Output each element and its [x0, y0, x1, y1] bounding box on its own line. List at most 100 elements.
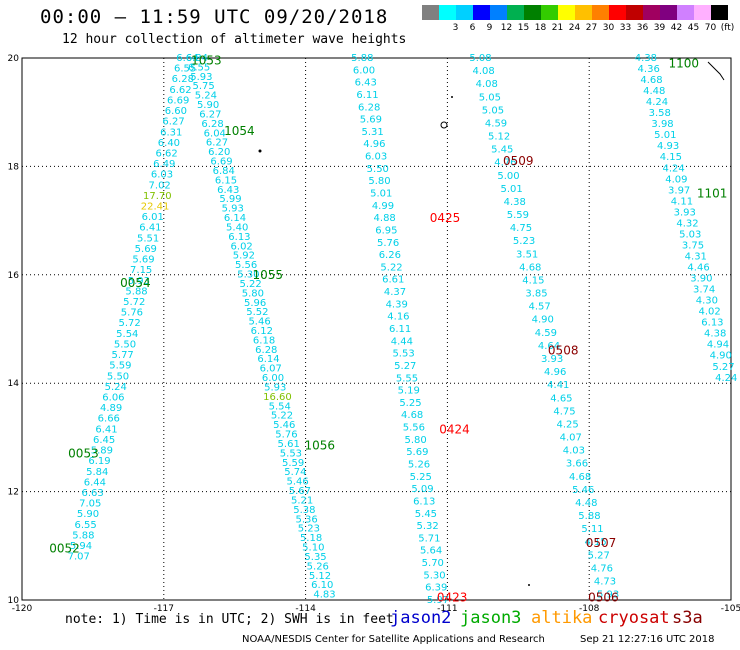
swh-value: 4.90: [532, 315, 554, 326]
swh-value: 6.28: [358, 102, 380, 113]
swh-value: 6.40: [158, 138, 180, 149]
swh-value: 5.45: [491, 145, 513, 156]
swh-value: 4.31: [685, 251, 707, 262]
swh-value: 6.31: [160, 127, 182, 138]
pass-label: 1056: [305, 439, 336, 453]
swh-value: 6.14: [224, 213, 246, 224]
wave-height-map: -120 -117 -114 -111 -108 -105 20 18 16 14 12 10 7.07…: [8, 53, 740, 612]
swh-value: 5.76: [121, 308, 143, 319]
swh-value: 4.64: [538, 341, 560, 352]
color-scale-label: 42: [670, 23, 683, 33]
swh-value: 5.25: [410, 472, 432, 483]
lon-tick-label: -108: [579, 604, 600, 612]
swh-value: 3.98: [651, 119, 673, 130]
swh-value: 22.41: [141, 202, 170, 213]
swh-value: 4.96: [363, 139, 385, 150]
swh-value: 5.05: [479, 92, 501, 103]
swh-value: 5.93: [190, 72, 212, 83]
swh-value: 4.75: [510, 223, 532, 234]
swh-value: 5.70: [422, 558, 444, 569]
swh-value: 6.43: [355, 78, 377, 89]
lon-tick-label: -120: [12, 604, 33, 612]
color-scale-label: 39: [653, 23, 666, 33]
pass-label: 0509: [503, 154, 534, 168]
swh-value: 4.39: [386, 299, 408, 310]
swh-value: 4.68: [519, 262, 541, 273]
swh-value: 5.46: [273, 420, 295, 431]
swh-value: 4.36: [638, 64, 660, 75]
coastline: [707, 61, 725, 81]
swh-value: 6.41: [139, 223, 161, 234]
swh-value: 5.31: [361, 127, 383, 138]
swh-value: 3.90: [690, 274, 712, 285]
swh-value: 5.27: [712, 362, 734, 373]
lat-tick-label: 18: [8, 162, 20, 172]
swh-value: 5.27: [588, 550, 610, 561]
swh-value: 3.93: [541, 354, 563, 365]
lon-tick-label: -114: [295, 604, 316, 612]
map-frame: [21, 57, 732, 601]
swh-value: 5.01: [370, 189, 392, 200]
swh-value: 6.10: [311, 580, 333, 591]
swh-value: 5.84: [86, 467, 108, 478]
swh-value: 5.90: [197, 100, 219, 111]
lat-tick-label: 10: [8, 596, 20, 606]
swh-value: 4.88: [374, 213, 396, 224]
pass-label: 0054: [120, 276, 151, 290]
swh-value: 6.03: [151, 170, 173, 181]
swh-value: 6.00: [262, 373, 284, 384]
swh-value: 6.62: [155, 148, 177, 159]
swh-value: 7.07: [68, 552, 90, 563]
swh-value: 6.69: [210, 157, 232, 168]
swh-value: 5.88: [72, 530, 94, 541]
swh-value: 5.69: [132, 255, 154, 266]
legend-item-altika: altika: [531, 608, 593, 628]
swh-value: 3.75: [682, 240, 704, 251]
swh-value: 5.51: [137, 233, 159, 244]
credit-text: NOAA/NESDIS Center for Satellite Applica…: [242, 634, 545, 645]
swh-value: 6.02: [231, 241, 253, 252]
swh-value: 4.16: [387, 312, 409, 323]
legend-item-s3a: s3a: [672, 608, 703, 628]
swh-value: 6.13: [228, 232, 250, 243]
swh-value: 6.04: [204, 128, 226, 139]
swh-value: 6.55: [174, 64, 196, 75]
pass-label: 0425: [430, 211, 461, 225]
lat-tick-label: 12: [8, 488, 19, 498]
swh-value: 5.05: [482, 105, 504, 116]
swh-value: 4.37: [384, 287, 406, 298]
pass-label: 1100: [668, 56, 699, 70]
pass-label: 0506: [588, 590, 619, 604]
swh-value: 5.61: [278, 439, 300, 450]
swh-value: 4.68: [569, 472, 591, 483]
swh-value: 5.22: [239, 279, 261, 290]
swh-value: 4.59: [535, 328, 557, 339]
swh-value: 5.89: [91, 446, 113, 457]
lat-tick-label: 16: [8, 271, 20, 281]
swh-value: 5.59: [282, 458, 304, 469]
swh-value: 6.41: [95, 424, 117, 435]
swh-value: 6.00: [353, 65, 375, 76]
swh-value: 5.01: [654, 130, 676, 141]
swh-value: 6.49: [153, 159, 175, 170]
swh-value: 4.15: [585, 537, 607, 548]
swh-value: 5.74: [284, 467, 306, 478]
swh-value: 6.61: [382, 275, 404, 286]
swh-value: 5.94: [70, 541, 92, 552]
swh-value: 5.93: [128, 276, 150, 287]
color-scale-cell: [507, 5, 524, 20]
swh-value: 5.01: [500, 184, 522, 195]
swh-value: 4.90: [710, 351, 732, 362]
swh-value: 6.03: [365, 152, 387, 163]
footer-note: note: 1) Time is in UTC; 2) SWH is in fe…: [65, 612, 394, 627]
swh-value: 6.66: [98, 414, 120, 425]
swh-value: 16.60: [263, 392, 292, 403]
swh-value: 6.15: [215, 175, 237, 186]
color-scale-cell: [422, 5, 439, 20]
color-scale-cell: [592, 5, 609, 20]
swh-value: 5.23: [513, 236, 535, 247]
color-scale-cell: [524, 5, 541, 20]
legend-item-cryosat: cryosat: [598, 608, 670, 628]
swh-value: 4.03: [563, 446, 585, 457]
swh-value: 5.69: [135, 244, 157, 255]
